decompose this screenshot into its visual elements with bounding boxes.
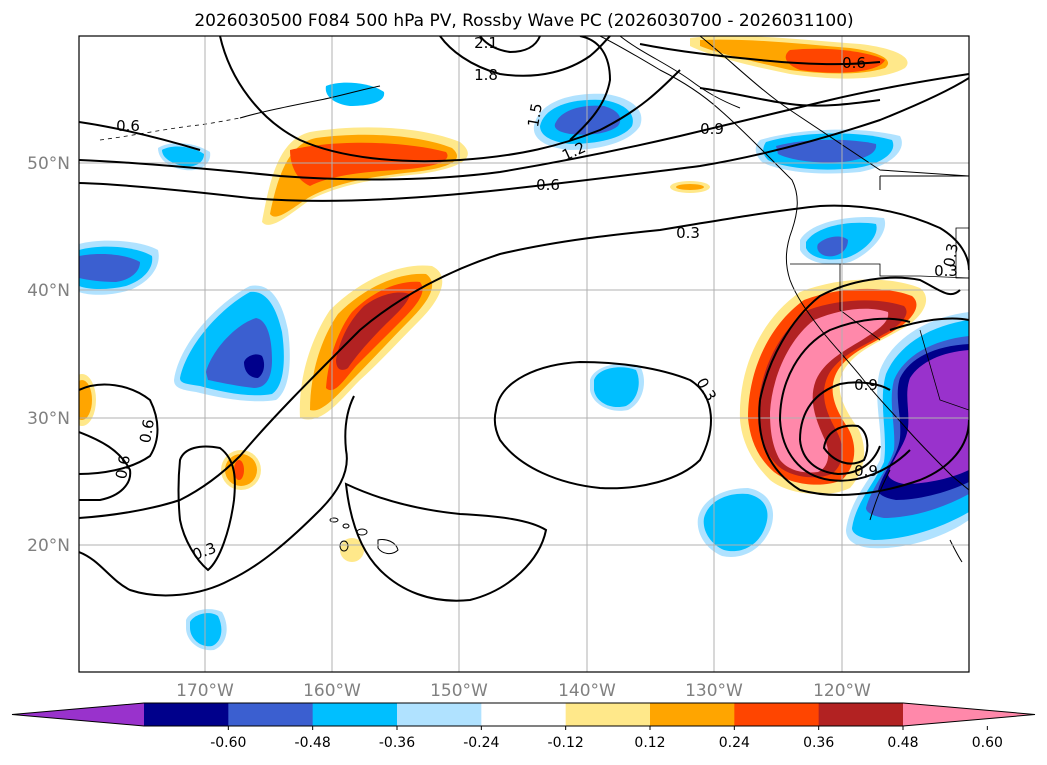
- contour-label-0-9: 0.9: [700, 120, 724, 138]
- contour-label-0-3-mid: 0.3: [676, 224, 700, 242]
- contour-label-0-6-ne: 0.6: [842, 54, 866, 72]
- aleutian-islands: [239, 85, 381, 119]
- lon-label-140w: 140°W: [558, 681, 616, 701]
- colorbar-tick-label: 0.36: [803, 735, 834, 751]
- contour-label-0-3-coast: 0.3: [934, 262, 958, 280]
- contour-label-0-6-w2: 0.6: [112, 454, 134, 481]
- lon-label-170w: 170°W: [176, 681, 234, 701]
- colorbar-tick-label: 0.48: [887, 735, 918, 751]
- colorbar-tick-label: 0.24: [719, 735, 750, 751]
- colorbar-segment: [818, 703, 904, 726]
- colorbar-segment: [481, 703, 567, 726]
- lat-label-40n: 40°N: [27, 281, 70, 301]
- lat-label-50n: 50°N: [27, 154, 70, 174]
- colorbar-segment: [565, 703, 651, 726]
- contour-label-0-6-mid: 0.6: [536, 176, 560, 194]
- negative-anomaly-fills: [79, 82, 969, 651]
- contour-label-2-1: 2.1: [474, 34, 498, 52]
- colorbar-tick-label: -0.36: [379, 735, 415, 751]
- pv-contours: [79, 36, 969, 602]
- colorbar-segment: [397, 703, 482, 726]
- colorbar-segment: [144, 703, 229, 726]
- colorbar-tick-label: -0.12: [548, 735, 584, 751]
- north-america-coastline: [599, 36, 969, 491]
- colorbar: -0.60 -0.48 -0.36 -0.24 -0.12 0.12 0.24 0.36 0.4…: [11, 702, 1036, 751]
- colorbar-segment: [734, 703, 820, 726]
- contour-label-1-5: 1.5: [524, 102, 546, 129]
- lat-label-20n: 20°N: [27, 536, 70, 556]
- contour-label-1-8: 1.8: [474, 66, 498, 84]
- lon-label-160w: 160°W: [303, 681, 361, 701]
- colorbar-outline: [11, 702, 1036, 727]
- colorbar-extend-high: [903, 703, 1035, 726]
- longitude-labels: 170°W 160°W 150°W 140°W 130°W 120°W: [176, 681, 871, 701]
- contour-0-6-north: [79, 77, 969, 202]
- colorbar-segment: [650, 703, 735, 726]
- lat-label-30n: 30°N: [27, 409, 70, 429]
- hawaiian-islands: [329, 517, 399, 555]
- contour-label-0-6-nw: 0.6: [116, 117, 140, 135]
- colorbar-extend-low: [12, 703, 144, 726]
- contour-label-0-9-trough: 0.9: [854, 376, 878, 394]
- colorbar-tick-label: 0.12: [634, 735, 665, 751]
- colorbar-tick-label: -0.48: [295, 735, 331, 751]
- contour-label-0-6-w1: 0.6: [136, 418, 158, 445]
- lon-label-130w: 130°W: [685, 681, 743, 701]
- lon-label-150w: 150°W: [430, 681, 488, 701]
- contour-label-0-3-ne: 0.3: [940, 242, 962, 269]
- colorbar-tick-label: -0.60: [210, 735, 246, 751]
- figure-title: 2026030500 F084 500 hPa PV, Rossby Wave …: [194, 11, 853, 31]
- lon-label-120w: 120°W: [813, 681, 871, 701]
- contour-labels: 2.1 1.8 1.5 1.2 0.9 0.6 0.6 0.6 0.3 0.3 …: [112, 34, 962, 564]
- map-area: 2.1 1.8 1.5 1.2 0.9 0.6 0.6 0.6 0.3 0.3 …: [79, 34, 969, 672]
- colorbar-tick-label: -0.24: [463, 735, 499, 751]
- contour-0-3-trough: [759, 276, 961, 401]
- latitude-labels: 50°N 40°N 30°N 20°N: [27, 154, 70, 556]
- colorbar-segment: [228, 703, 314, 726]
- contour-0-3-loop: [79, 204, 969, 519]
- contour-label-0-9-trough-low: 0.9: [854, 462, 878, 480]
- colorbar-tick-label: 0.60: [972, 735, 1003, 751]
- map-frame: [78, 35, 970, 673]
- positive-anomaly-fills: [79, 36, 927, 562]
- colorbar-segment: [312, 703, 398, 726]
